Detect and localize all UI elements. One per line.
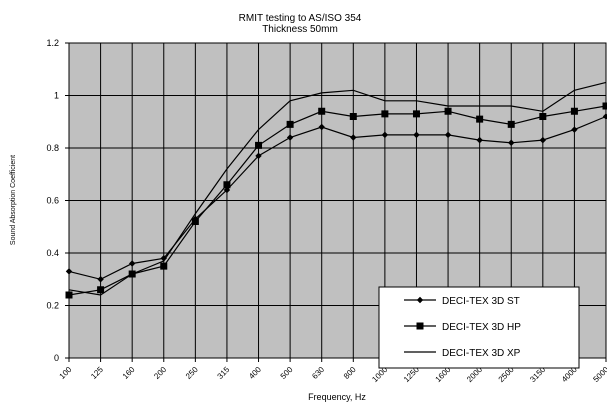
x-tick-label: 160 <box>121 365 137 381</box>
diamond-marker <box>381 131 389 139</box>
square-marker <box>570 107 578 115</box>
x-tick-label: 630 <box>310 365 326 381</box>
diamond-marker <box>160 255 167 262</box>
x-axis-ticks: 100 125 160 200 250 315 400 500 630 800 1000 1250 16… <box>58 358 607 384</box>
y-tick-label: 1.2 <box>46 38 59 48</box>
diamond-marker <box>444 131 452 139</box>
diamond-marker <box>286 134 294 141</box>
square-marker <box>416 322 424 330</box>
y-tick-label: 0.2 <box>46 301 59 311</box>
square-marker <box>349 113 357 120</box>
x-tick-label: 125 <box>89 365 105 381</box>
y-tick-label: 0.8 <box>46 143 59 153</box>
x-axis-label: Frequency, Hz <box>308 392 366 402</box>
x-tick-label: 5000 <box>591 365 607 384</box>
legend-item: DECI-TEX 3D HP <box>404 322 521 333</box>
diamond-marker <box>571 126 578 133</box>
diamond-marker <box>416 296 424 304</box>
diamond-marker <box>97 276 104 283</box>
legend-item: DECI-TEX 3D ST <box>404 296 520 307</box>
square-marker <box>255 141 263 149</box>
y-tick-label: 0.6 <box>46 196 59 206</box>
x-tick-label: 100 <box>58 365 74 381</box>
series-layer <box>65 81 607 299</box>
chart-title: RMIT testing to AS/ISO 354 <box>239 13 362 24</box>
diamond-marker <box>476 136 483 144</box>
y-tick-label: 1 <box>54 91 59 101</box>
diamond-marker <box>350 134 357 141</box>
series-line <box>68 105 607 296</box>
chart-subtitle: Thickness 50mm <box>262 24 338 35</box>
legend-label: DECI-TEX 3D HP <box>442 322 521 333</box>
diamond-marker <box>255 152 262 160</box>
y-axis-ticks: 0 0.2 0.4 0.6 0.8 1 1.2 <box>46 38 69 363</box>
x-tick-label: 500 <box>279 365 295 381</box>
series-deci-tex-3d-st <box>65 113 607 283</box>
x-tick-label: 315 <box>216 365 232 381</box>
x-tick-label: 400 <box>247 365 263 381</box>
diamond-marker <box>128 260 136 267</box>
square-marker <box>539 113 547 120</box>
diamond-marker <box>508 139 515 146</box>
square-marker <box>412 110 420 118</box>
series-line <box>68 81 607 296</box>
y-axis-label: Sound Absorption Coefficient <box>10 155 17 245</box>
legend-label: DECI-TEX 3D ST <box>442 296 520 307</box>
legend-label: DECI-TEX 3D XP <box>442 348 521 359</box>
series-deci-tex-3d-xp <box>68 81 607 296</box>
square-marker <box>602 102 607 110</box>
diamond-marker <box>318 123 325 131</box>
diamond-marker <box>65 268 73 275</box>
square-marker <box>65 291 73 299</box>
y-tick-label: 0 <box>54 353 59 363</box>
square-marker <box>191 218 199 225</box>
square-marker <box>97 286 105 294</box>
y-tick-label: 0.4 <box>46 248 59 258</box>
x-tick-label: 800 <box>342 365 358 381</box>
diamond-marker <box>602 113 607 120</box>
diamond-marker <box>223 186 231 194</box>
square-marker <box>444 107 452 115</box>
diamond-marker <box>539 136 547 144</box>
legend-item: DECI-TEX 3D XP <box>404 348 521 359</box>
legend: DECI-TEX 3D ST DECI-TEX 3D HP DECI-TEX 3D … <box>378 286 580 369</box>
diamond-marker <box>413 131 420 139</box>
square-marker <box>160 262 168 270</box>
x-tick-label: 250 <box>184 365 200 381</box>
square-marker <box>476 115 484 123</box>
square-marker <box>223 181 231 189</box>
square-marker <box>318 107 326 115</box>
square-marker <box>381 110 389 118</box>
square-marker <box>507 120 515 128</box>
square-marker <box>286 120 294 128</box>
x-tick-label: 200 <box>152 365 168 381</box>
series-line <box>68 115 607 280</box>
